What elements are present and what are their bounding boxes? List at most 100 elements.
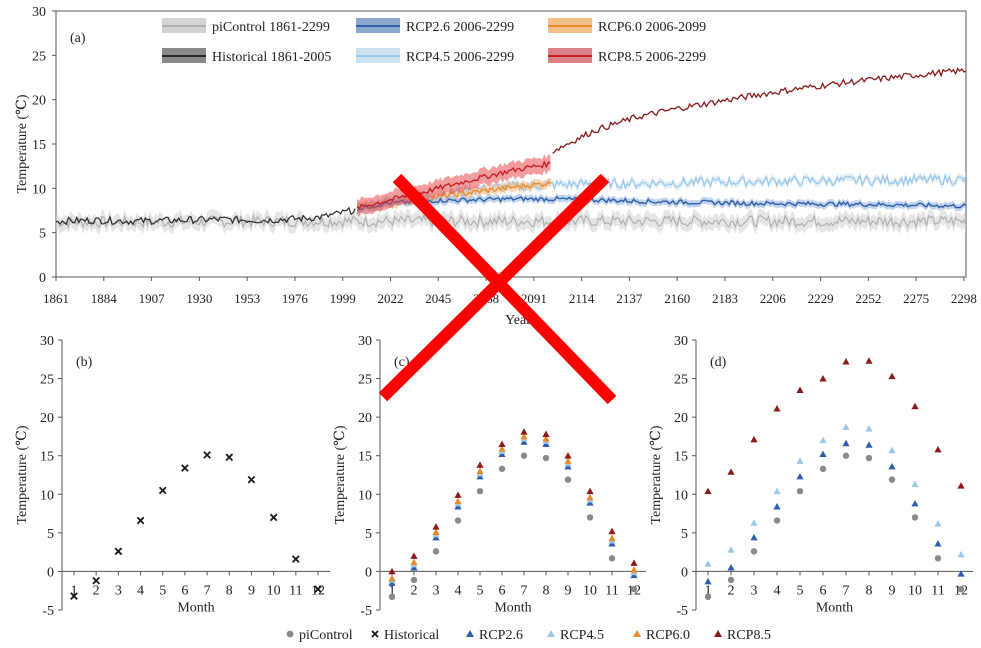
legend-label-a-5: RCP8.5 2006-2299 xyxy=(598,50,706,65)
x-tick-label-a: 1953 xyxy=(234,291,260,306)
point-picontrol xyxy=(608,555,616,562)
point-rcp85 xyxy=(564,452,572,459)
x-tick-label: 1 xyxy=(389,583,396,598)
x-tick-label: 10 xyxy=(583,583,597,598)
point-rcp60 xyxy=(432,528,440,535)
x-tick-label: 10 xyxy=(908,583,922,598)
point-picontrol xyxy=(934,555,942,562)
point-picontrol xyxy=(727,576,735,584)
y-tick-label: 25 xyxy=(674,373,688,388)
point-historical xyxy=(70,592,78,600)
point-picontrol xyxy=(819,465,827,473)
series-rcp85-early-line xyxy=(356,160,551,211)
x-tick-label-a: 1999 xyxy=(330,291,356,306)
point-picontrol xyxy=(520,452,528,459)
x-tick-label-a: 2275 xyxy=(903,291,929,306)
point-rcp45 xyxy=(819,436,827,444)
x-tick-label-a: 2114 xyxy=(569,291,595,306)
point-picontrol xyxy=(911,514,919,521)
series-historical-line xyxy=(55,206,356,226)
x-tick-label: 4 xyxy=(774,583,781,598)
point-rcp85 xyxy=(520,428,528,435)
y-tick-label: 30 xyxy=(358,334,372,349)
series-rcp85-early-band xyxy=(357,154,551,217)
point-rcp85 xyxy=(750,435,758,443)
legend-label-a-4: RCP6.0 2006-2099 xyxy=(598,20,706,35)
x-tick-label: 9 xyxy=(889,583,896,598)
point-rcp60 xyxy=(542,435,550,442)
legend-marker-1 xyxy=(371,630,379,638)
y-tick-label: 10 xyxy=(40,488,54,503)
point-rcp85 xyxy=(888,372,896,380)
point-rcp85 xyxy=(608,527,616,535)
point-rcp85 xyxy=(773,405,781,412)
point-picontrol xyxy=(388,593,396,601)
x-tick-label-a: 1930 xyxy=(186,291,212,306)
y-tick-label: 20 xyxy=(358,411,372,426)
y-tick-label: 5 xyxy=(365,527,372,542)
point-historical xyxy=(92,576,101,585)
point-rcp26 xyxy=(957,570,965,577)
point-picontrol xyxy=(865,454,873,462)
cross-stroke-2 xyxy=(378,173,610,402)
point-rcp26 xyxy=(842,439,850,447)
y-axis-label: Temperature (℃) xyxy=(649,425,664,524)
point-rcp85 xyxy=(498,440,506,448)
point-rcp45 xyxy=(727,546,735,553)
point-rcp45 xyxy=(750,519,758,526)
point-rcp60 xyxy=(454,497,462,505)
point-rcp85 xyxy=(796,386,804,394)
x-tick-label: 7 xyxy=(521,583,528,598)
panel-label: (b) xyxy=(76,355,93,370)
point-rcp60 xyxy=(476,467,484,475)
legend-label-5: RCP8.5 xyxy=(727,628,771,643)
point-historical xyxy=(225,453,234,462)
x-tick-label: 7 xyxy=(204,583,211,598)
x-tick-label-a: 1907 xyxy=(139,291,166,306)
y-tick-label: 15 xyxy=(358,450,372,465)
series-rcp26-band xyxy=(357,193,966,215)
point-rcp60 xyxy=(564,457,572,464)
y-tick-label-a: 15 xyxy=(32,138,46,153)
point-picontrol xyxy=(630,585,638,593)
legend-marker-4 xyxy=(633,630,641,637)
x-tick-label-a: 2206 xyxy=(760,291,787,306)
y-tick-label: 20 xyxy=(674,411,688,426)
point-rcp60 xyxy=(388,574,396,582)
point-picontrol xyxy=(842,452,850,459)
point-rcp26 xyxy=(704,577,712,585)
point-rcp85 xyxy=(410,552,418,559)
point-rcp26 xyxy=(773,503,781,510)
point-picontrol xyxy=(957,585,965,593)
x-tick-label-a: 1976 xyxy=(282,291,309,306)
point-rcp85 xyxy=(727,468,735,475)
point-rcp60 xyxy=(410,558,418,566)
point-historical xyxy=(136,516,145,525)
series-picontrol-line xyxy=(55,213,967,229)
point-picontrol xyxy=(432,548,440,555)
panel-label: (d) xyxy=(710,355,727,370)
legend-label-1: Historical xyxy=(384,628,439,643)
point-rcp45 xyxy=(911,480,919,488)
point-rcp45 xyxy=(842,423,850,431)
panel-d: -5051015202530123456789101112MonthTemper… xyxy=(649,334,973,619)
point-rcp26 xyxy=(911,499,919,507)
y-tick-label: 30 xyxy=(40,334,54,349)
legend-label-a-1: Historical 1861-2005 xyxy=(212,50,331,65)
y-tick-label: 5 xyxy=(681,527,688,542)
y-tick-label: 30 xyxy=(674,334,688,349)
y-tick-label: 5 xyxy=(47,527,54,542)
legend-label-0: piControl xyxy=(299,628,353,643)
point-rcp45 xyxy=(957,550,965,558)
x-tick-label: 8 xyxy=(543,583,550,598)
point-historical xyxy=(291,555,300,563)
legend-marker-0 xyxy=(286,630,294,638)
point-rcp26 xyxy=(888,462,896,470)
y-tick-label-a: 25 xyxy=(32,49,46,64)
y-tick-label: 0 xyxy=(47,565,54,580)
point-picontrol xyxy=(888,476,896,483)
point-rcp45 xyxy=(704,560,712,567)
x-tick-label: 3 xyxy=(751,583,758,598)
x-tick-label: 11 xyxy=(289,583,302,598)
